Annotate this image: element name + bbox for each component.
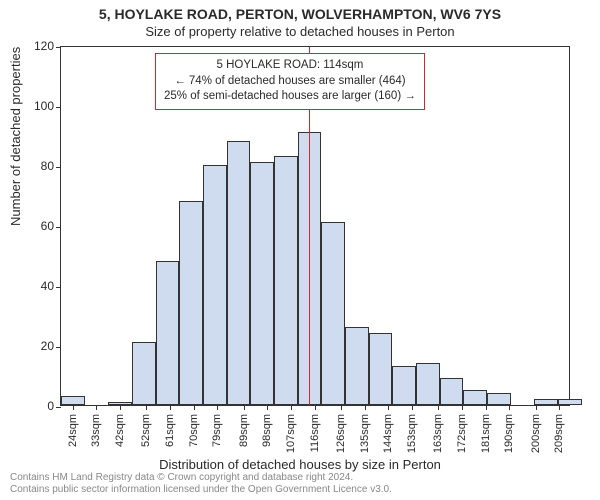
histogram-bar [156, 261, 180, 405]
annotation-line-larger: 25% of semi-detached houses are larger (… [164, 89, 416, 105]
histogram-bar [487, 393, 511, 405]
y-tick-label: 60 [14, 219, 54, 233]
x-tick-label: 107sqm [285, 414, 297, 453]
x-tick-label: 190sqm [503, 414, 515, 453]
annotation-box: 5 HOYLAKE ROAD: 114sqm ← 74% of detached… [155, 53, 425, 110]
chart-subtitle: Size of property relative to detached ho… [0, 24, 600, 39]
histogram-bar [440, 378, 464, 405]
x-tick-mark [244, 405, 245, 410]
x-tick-mark [412, 405, 413, 410]
histogram-bar [227, 141, 251, 405]
histogram-bar [179, 201, 203, 405]
x-tick-label: 172sqm [456, 414, 468, 453]
histogram-bar [369, 333, 393, 405]
footer-line1: Contains HM Land Registry data © Crown c… [10, 472, 392, 484]
histogram-bar [203, 165, 227, 405]
x-tick-label: 181sqm [480, 414, 492, 453]
x-tick-mark [388, 405, 389, 410]
y-tick-mark [56, 347, 61, 348]
histogram-bar [250, 162, 274, 405]
y-tick-mark [56, 227, 61, 228]
x-tick-mark [120, 405, 121, 410]
y-tick-mark [56, 167, 61, 168]
y-axis-label: Number of detached properties [8, 47, 23, 226]
y-tick-mark [56, 47, 61, 48]
x-tick-mark [291, 405, 292, 410]
histogram-bar [463, 390, 487, 405]
x-tick-label: 24sqm [67, 414, 79, 447]
x-tick-mark [486, 405, 487, 410]
x-tick-mark [365, 405, 366, 410]
y-tick-label: 80 [14, 159, 54, 173]
x-tick-label: 126sqm [335, 414, 347, 453]
histogram-bar [534, 399, 558, 405]
y-tick-label: 20 [14, 339, 54, 353]
y-tick-label: 120 [14, 39, 54, 53]
x-tick-label: 135sqm [359, 414, 371, 453]
x-tick-mark [194, 405, 195, 410]
y-tick-label: 40 [14, 279, 54, 293]
x-tick-label: 42sqm [114, 414, 126, 447]
x-tick-mark [146, 405, 147, 410]
histogram-bar [274, 156, 298, 405]
x-tick-mark [267, 405, 268, 410]
histogram-bar [132, 342, 156, 405]
x-tick-mark [509, 405, 510, 410]
x-tick-label: 33sqm [90, 414, 102, 447]
x-tick-mark [462, 405, 463, 410]
y-tick-mark [56, 407, 61, 408]
x-tick-label: 79sqm [211, 414, 223, 447]
annotation-line-property: 5 HOYLAKE ROAD: 114sqm [164, 58, 416, 74]
y-tick-mark [56, 107, 61, 108]
x-tick-label: 89sqm [238, 414, 250, 447]
footer-attribution: Contains HM Land Registry data © Crown c… [10, 472, 392, 496]
chart-title-address: 5, HOYLAKE ROAD, PERTON, WOLVERHAMPTON, … [0, 6, 600, 22]
x-tick-mark [73, 405, 74, 410]
y-tick-mark [56, 287, 61, 288]
histogram-bar [392, 366, 416, 405]
x-tick-label: 98sqm [261, 414, 273, 447]
x-tick-mark [217, 405, 218, 410]
annotation-line-smaller: ← 74% of detached houses are smaller (46… [164, 74, 416, 90]
x-tick-mark [536, 405, 537, 410]
x-tick-label: 52sqm [140, 414, 152, 447]
histogram-bar [345, 327, 369, 405]
x-tick-label: 153sqm [406, 414, 418, 453]
footer-line2: Contains public sector information licen… [10, 484, 392, 496]
x-tick-label: 116sqm [309, 414, 321, 452]
x-axis-label: Distribution of detached houses by size … [0, 457, 600, 472]
histogram-bar [321, 222, 345, 405]
y-tick-label: 100 [14, 99, 54, 113]
x-tick-mark [341, 405, 342, 410]
x-tick-label: 163sqm [432, 414, 444, 453]
histogram-bar [61, 396, 85, 405]
chart-container: 5, HOYLAKE ROAD, PERTON, WOLVERHAMPTON, … [0, 0, 600, 500]
x-tick-label: 70sqm [188, 414, 200, 447]
x-tick-label: 144sqm [382, 414, 394, 453]
x-tick-label: 61sqm [164, 414, 176, 447]
histogram-bar [558, 399, 582, 405]
x-tick-mark [438, 405, 439, 410]
x-tick-label: 209sqm [553, 414, 565, 453]
x-tick-mark [315, 405, 316, 410]
plot-area: 5 HOYLAKE ROAD: 114sqm ← 74% of detached… [60, 46, 570, 406]
x-tick-mark [559, 405, 560, 410]
x-tick-mark [96, 405, 97, 410]
x-tick-mark [170, 405, 171, 410]
histogram-bar [416, 363, 440, 405]
y-tick-label: 0 [14, 399, 54, 413]
x-tick-label: 200sqm [530, 414, 542, 453]
